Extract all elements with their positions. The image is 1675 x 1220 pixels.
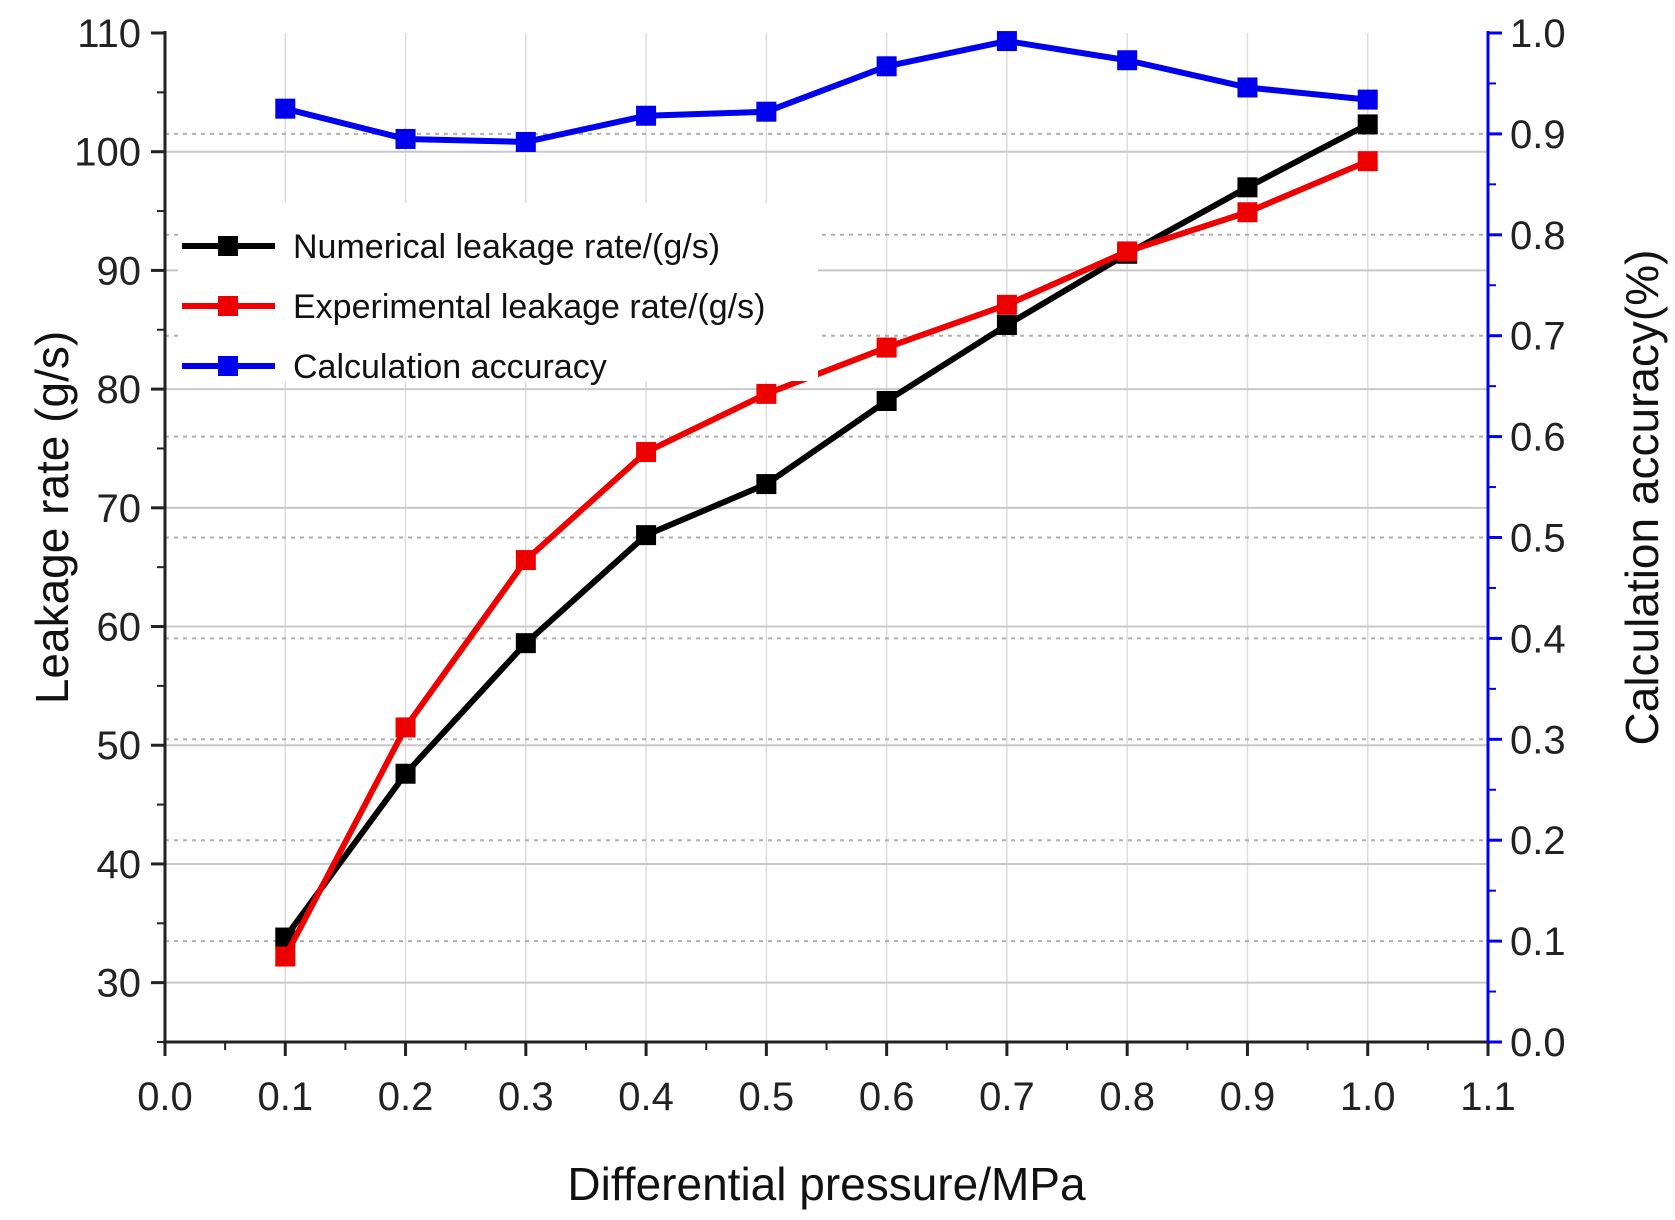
- data-point: [996, 31, 1017, 52]
- data-point: [1357, 89, 1378, 110]
- data-point: [515, 550, 536, 571]
- y2-tick-label: 0.6: [1510, 416, 1566, 460]
- data-point: [515, 131, 536, 152]
- data-point: [275, 98, 296, 119]
- y2-tick-label: 0.7: [1510, 315, 1566, 359]
- y-tick-label: 110: [77, 12, 141, 56]
- y-tick-label: 50: [97, 724, 142, 768]
- x-tick-label: 0.2: [378, 1075, 434, 1119]
- x-tick-label: 1.0: [1340, 1075, 1396, 1119]
- data-point: [1357, 151, 1378, 172]
- y2-tick-label: 0.8: [1510, 214, 1566, 258]
- data-point: [395, 717, 416, 738]
- x-tick-label: 0.0: [137, 1075, 193, 1119]
- y-tick-label: 80: [97, 368, 142, 412]
- legend-item: Numerical leakage rate/(g/s): [182, 228, 720, 266]
- y-tick-label: 100: [74, 131, 141, 175]
- data-point: [756, 383, 777, 404]
- x-tick-label: 0.9: [1220, 1075, 1276, 1119]
- y-tick-label: 30: [97, 962, 142, 1006]
- y2-tick-label: 0.2: [1510, 819, 1566, 863]
- data-point: [756, 474, 777, 495]
- x-tick-label: 1.1: [1460, 1075, 1516, 1119]
- legend-swatch-marker: [218, 236, 238, 256]
- y-tick-label: 60: [97, 606, 142, 650]
- data-point: [756, 101, 777, 122]
- data-point: [1237, 202, 1258, 223]
- data-point: [395, 763, 416, 784]
- legend-label: Experimental leakage rate/(g/s): [293, 288, 765, 326]
- data-point: [275, 946, 296, 967]
- x-tick-label: 0.4: [618, 1075, 674, 1119]
- grid: [165, 33, 1488, 1042]
- axes: 0.0 0.1 0.2 0.3 0.4 0.5 0.6 0.7 0.8 0.9 1.0 1.1 30 40…: [74, 12, 1565, 1119]
- data-point: [1117, 50, 1138, 71]
- data-point: [636, 442, 657, 463]
- y2-axis-title: Calculation accuracy(%): [1616, 250, 1668, 746]
- x-axis-title: Differential pressure/MPa: [567, 1158, 1086, 1210]
- series-lines: [275, 31, 1378, 967]
- data-point: [1357, 114, 1378, 135]
- legend: Numerical leakage rate/(g/s) Experimental…: [178, 203, 818, 386]
- y-axis-title: Leakage rate (g/s): [26, 331, 78, 704]
- y2-tick-label: 0.9: [1510, 113, 1566, 157]
- legend-background: [178, 203, 818, 381]
- y-tick-label: 40: [97, 843, 142, 887]
- x-tick-label: 0.3: [498, 1075, 554, 1119]
- y2-tick-label: 0.3: [1510, 718, 1566, 762]
- legend-swatch-marker: [218, 356, 238, 376]
- data-point: [1237, 77, 1258, 98]
- y2-tick-label: 0.0: [1510, 1021, 1566, 1065]
- data-point: [1117, 241, 1138, 262]
- legend-item: Experimental leakage rate/(g/s): [182, 288, 765, 326]
- x-tick-label: 0.7: [979, 1075, 1035, 1119]
- data-point: [876, 56, 897, 77]
- series-3: [275, 31, 1378, 152]
- data-point: [996, 315, 1017, 336]
- data-point: [636, 105, 657, 126]
- data-point: [395, 128, 416, 149]
- y2-tick-label: 0.5: [1510, 517, 1566, 561]
- y2-tick-label: 1.0: [1510, 12, 1566, 56]
- series-2: [275, 151, 1378, 967]
- x-tick-label: 0.5: [739, 1075, 795, 1119]
- x-tick-label: 0.8: [1099, 1075, 1155, 1119]
- y2-tick-label: 0.4: [1510, 617, 1566, 661]
- legend-item: Calculation accuracy: [182, 348, 607, 386]
- legend-swatch-marker: [218, 296, 238, 316]
- y-tick-label: 70: [97, 487, 142, 531]
- data-point: [876, 337, 897, 358]
- data-point: [876, 390, 897, 411]
- legend-label: Numerical leakage rate/(g/s): [293, 228, 720, 266]
- data-point: [515, 633, 536, 654]
- series-line: [282, 38, 1371, 145]
- data-point: [1237, 177, 1258, 198]
- legend-label: Calculation accuracy: [293, 348, 607, 386]
- data-point: [996, 294, 1017, 315]
- y-tick-label: 90: [97, 249, 142, 293]
- data-point: [636, 525, 657, 546]
- x-tick-label: 0.1: [257, 1075, 313, 1119]
- series-line: [282, 121, 1371, 941]
- x-tick-label: 0.6: [859, 1075, 915, 1119]
- y2-tick-label: 0.1: [1510, 920, 1566, 964]
- series-line: [282, 158, 1371, 960]
- series-1: [275, 114, 1378, 948]
